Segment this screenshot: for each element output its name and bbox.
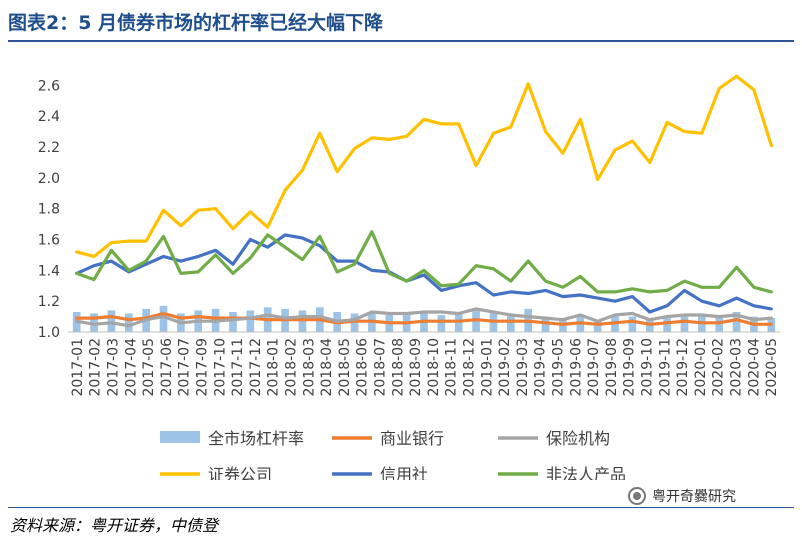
bar — [732, 311, 741, 332]
x-tick-label: 2020-02 — [711, 338, 727, 397]
x-axis-ticks: 2017-01 2017-02 2017-03 2017-04 2017-05 2017-… — [70, 338, 780, 397]
bar — [628, 316, 637, 332]
x-tick-label: 2019-06 — [568, 338, 584, 397]
legend-item: 非法人产品 — [498, 465, 626, 480]
line-series-信用社 — [75, 233, 773, 314]
x-tick-label: 2017-06 — [159, 338, 175, 397]
x-tick-label: 2018-08 — [390, 338, 406, 397]
footer-divider — [8, 507, 794, 508]
legend-item: 信用社 — [332, 465, 428, 480]
line-series-证券公司 — [75, 74, 773, 259]
y-tick-label: 2.0 — [38, 171, 60, 187]
x-tick-label: 2019-07 — [586, 338, 602, 397]
y-tick-label: 2.4 — [38, 109, 60, 125]
bar — [680, 316, 689, 332]
legend-item: 保险机构 — [498, 429, 610, 448]
legend-label: 保险机构 — [546, 429, 610, 448]
legend-swatch — [160, 431, 200, 443]
x-tick-label: 2018-02 — [284, 338, 300, 397]
y-axis-ticks: 1.0 1.2 1.4 1.6 1.8 2.0 2.2 2.4 2.6 — [38, 78, 60, 341]
x-tick-label: 2019-10 — [640, 338, 656, 397]
x-tick-label: 2018-11 — [444, 338, 460, 397]
line-series-保险机构 — [75, 307, 773, 328]
x-tick-label: 2017-02 — [88, 338, 104, 397]
y-tick-label: 1.8 — [38, 202, 60, 218]
x-tick-label: 2019-04 — [533, 338, 549, 397]
x-tick-label: 2018-04 — [319, 338, 335, 397]
y-tick-label: 2.2 — [38, 140, 60, 156]
x-tick-label: 2017-04 — [123, 338, 139, 397]
x-tick-label: 2017-03 — [106, 338, 122, 397]
line-series-非法人产品 — [75, 230, 773, 294]
legend-item: 证券公司 — [160, 465, 272, 480]
legend-label: 证券公司 — [208, 465, 272, 480]
line-chart: 1.01.21.41.61.82.02.22.42.6 2017-01 2017-… — [38, 74, 780, 480]
bar — [246, 310, 255, 332]
x-tick-label: 2019-12 — [675, 338, 691, 397]
x-tick-label: 2018-07 — [373, 338, 389, 397]
x-tick-label: 2019-08 — [604, 338, 620, 397]
y-tick-label: 1.2 — [38, 294, 60, 310]
x-tick-label: 2018-03 — [301, 338, 317, 397]
legend-label: 全市场杠杆率 — [208, 429, 304, 448]
source-note: 资料来源：粤开证券，中债登 — [10, 516, 219, 535]
watermark-text: 粤开奇爨研究 — [652, 489, 736, 505]
x-tick-label: 2017-01 — [70, 338, 86, 397]
y-tick-label: 1.4 — [38, 263, 60, 279]
legend-label: 非法人产品 — [546, 465, 626, 480]
x-tick-label: 2017-09 — [195, 338, 211, 397]
y-tick-label: 2.6 — [38, 78, 60, 94]
x-tick-label: 2019-05 — [551, 338, 567, 397]
title-divider — [8, 40, 794, 42]
legend-label: 信用社 — [380, 465, 428, 480]
x-tick-label: 2020-05 — [764, 338, 780, 397]
x-tick-label: 2019-01 — [479, 338, 495, 397]
x-tick-label: 2018-01 — [266, 338, 282, 397]
x-tick-label: 2019-09 — [622, 338, 638, 397]
line-series-商业银行 — [75, 311, 773, 326]
x-tick-label: 2019-11 — [657, 338, 673, 397]
x-tick-label: 2017-05 — [141, 338, 157, 397]
bar — [437, 315, 446, 332]
y-tick-label: 1.0 — [38, 325, 60, 341]
y-tick-label: 1.6 — [38, 233, 60, 249]
bar — [159, 305, 168, 332]
x-tick-label: 2018-06 — [355, 338, 371, 397]
x-tick-label: 2020-04 — [746, 338, 762, 397]
x-tick-label: 2017-12 — [248, 338, 264, 397]
x-tick-label: 2018-10 — [426, 338, 442, 397]
x-tick-label: 2020-03 — [729, 338, 745, 397]
wechat-logo-icon — [628, 487, 646, 505]
x-tick-label: 2018-12 — [462, 338, 478, 397]
legend-item: 商业银行 — [332, 429, 444, 448]
x-tick-label: 2017-11 — [230, 338, 246, 397]
chart-title: 图表2：5 月债券市场的杠杆率已经大幅下降 — [8, 12, 384, 34]
legend-label: 商业银行 — [380, 429, 444, 448]
x-tick-label: 2019-03 — [515, 338, 531, 397]
x-tick-label: 2018-09 — [408, 338, 424, 397]
bar — [663, 318, 671, 332]
watermark: 粤开奇爨研究 — [628, 486, 736, 506]
x-tick-label: 2017-07 — [177, 338, 193, 397]
bar — [124, 313, 133, 332]
x-tick-label: 2018-05 — [337, 338, 353, 397]
bar — [229, 311, 237, 332]
x-tick-label: 2019-02 — [497, 338, 513, 397]
line-series-group — [75, 74, 773, 328]
x-tick-label: 2020-01 — [693, 338, 709, 397]
legend-item: 全市场杠杆率 — [160, 429, 304, 448]
x-tick-label: 2017-10 — [212, 338, 228, 397]
